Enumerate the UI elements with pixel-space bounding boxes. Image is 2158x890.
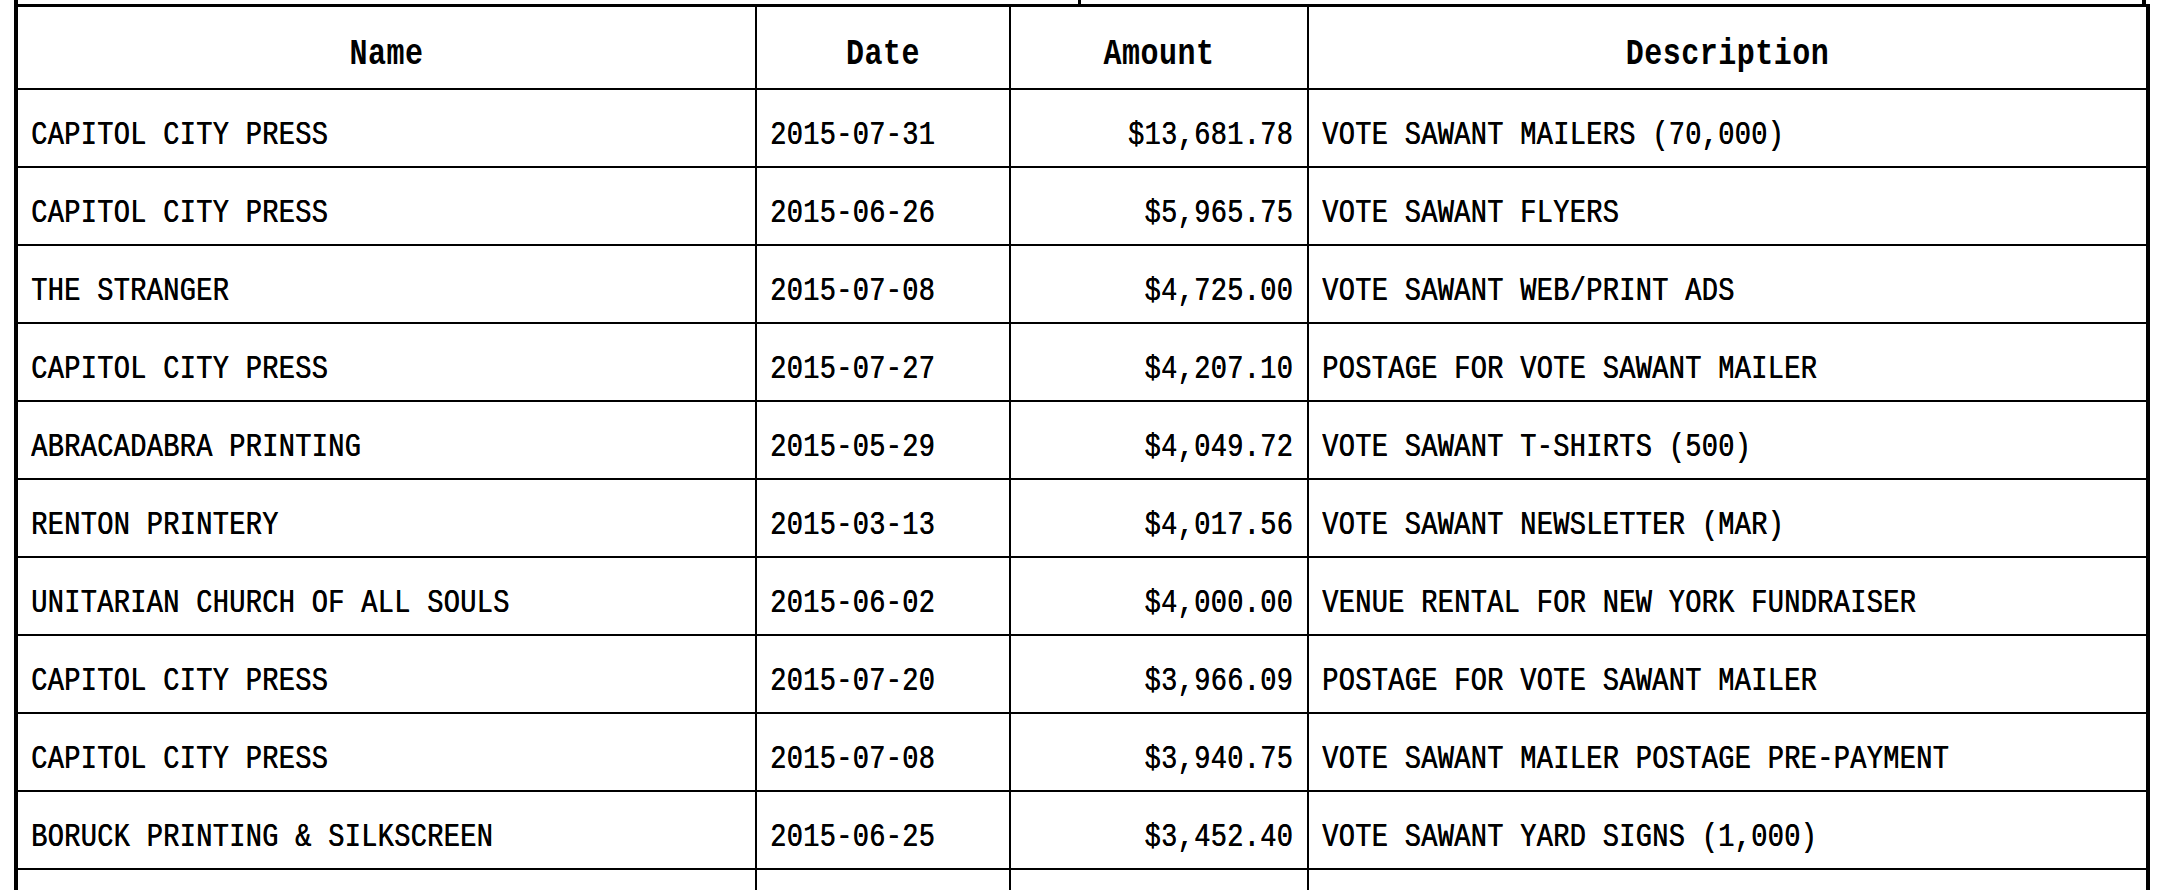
column-header-amount-label: Amount <box>1103 37 1214 73</box>
cell-amount: $4,725.00 <box>1010 245 1308 323</box>
partial-cutoff-row <box>16 869 2148 890</box>
table-row: RENTON PRINTERY 2015-03-13 $4,017.56 VOT… <box>16 479 2148 557</box>
cell-date: 2015-06-02 <box>756 557 1010 635</box>
expenditures-table: Name Date Amount Description CAPITOL CIT… <box>14 4 2150 890</box>
cell-amount: $5,965.75 <box>1010 167 1308 245</box>
cell-date: 2015-05-29 <box>756 401 1010 479</box>
cell-amount: $3,940.75 <box>1010 713 1308 791</box>
cell-date: 2015-07-31 <box>756 89 1010 167</box>
column-header-date: Date <box>756 6 1010 89</box>
cell-amount: $13,681.78 <box>1010 89 1308 167</box>
cell-amount: $4,049.72 <box>1010 401 1308 479</box>
cell-description: VOTE SAWANT MAILER POSTAGE PRE-PAYMENT <box>1308 713 2148 791</box>
table-row: CAPITOL CITY PRESS 2015-07-20 $3,966.09 … <box>16 635 2148 713</box>
cell-date: 2015-03-13 <box>756 479 1010 557</box>
column-header-name-label: Name <box>349 37 423 73</box>
table-row: ABRACADABRA PRINTING 2015-05-29 $4,049.7… <box>16 401 2148 479</box>
cell-date <box>756 869 1010 890</box>
table-body: CAPITOL CITY PRESS 2015-07-31 $13,681.78… <box>16 89 2148 890</box>
table-row: CAPITOL CITY PRESS 2015-06-26 $5,965.75 … <box>16 167 2148 245</box>
cell-name: CAPITOL CITY PRESS <box>16 635 756 713</box>
cell-date: 2015-06-26 <box>756 167 1010 245</box>
cell-name: RENTON PRINTERY <box>16 479 756 557</box>
table-row: CAPITOL CITY PRESS 2015-07-08 $3,940.75 … <box>16 713 2148 791</box>
cell-name <box>16 869 756 890</box>
column-header-name: Name <box>16 6 756 89</box>
cell-amount <box>1010 869 1308 890</box>
cell-amount: $3,966.09 <box>1010 635 1308 713</box>
cell-amount: $4,207.10 <box>1010 323 1308 401</box>
cell-description: POSTAGE FOR VOTE SAWANT MAILER <box>1308 323 2148 401</box>
cell-date: 2015-06-25 <box>756 791 1010 869</box>
cell-description: VOTE SAWANT MAILERS (70,000) <box>1308 89 2148 167</box>
cell-amount: $3,452.40 <box>1010 791 1308 869</box>
table-row: BORUCK PRINTING & SILKSCREEN 2015-06-25 … <box>16 791 2148 869</box>
cell-amount: $4,017.56 <box>1010 479 1308 557</box>
cell-date: 2015-07-08 <box>756 245 1010 323</box>
table-header: Name Date Amount Description <box>16 6 2148 89</box>
cell-description <box>1308 869 2148 890</box>
cell-description: VOTE SAWANT WEB/PRINT ADS <box>1308 245 2148 323</box>
column-header-date-label: Date <box>846 37 920 73</box>
column-header-amount: Amount <box>1010 6 1308 89</box>
cell-name: CAPITOL CITY PRESS <box>16 713 756 791</box>
column-header-description: Description <box>1308 6 2148 89</box>
cell-name: THE STRANGER <box>16 245 756 323</box>
cell-name: UNITARIAN CHURCH OF ALL SOULS <box>16 557 756 635</box>
cell-date: 2015-07-20 <box>756 635 1010 713</box>
column-header-description-label: Description <box>1626 37 1830 73</box>
cell-name: BORUCK PRINTING & SILKSCREEN <box>16 791 756 869</box>
cell-amount: $4,000.00 <box>1010 557 1308 635</box>
cell-description: VOTE SAWANT T-SHIRTS (500) <box>1308 401 2148 479</box>
cell-name: CAPITOL CITY PRESS <box>16 167 756 245</box>
table-row: THE STRANGER 2015-07-08 $4,725.00 VOTE S… <box>16 245 2148 323</box>
table-row: CAPITOL CITY PRESS 2015-07-31 $13,681.78… <box>16 89 2148 167</box>
cell-date: 2015-07-08 <box>756 713 1010 791</box>
cell-date: 2015-07-27 <box>756 323 1010 401</box>
cell-description: VOTE SAWANT FLYERS <box>1308 167 2148 245</box>
header-row: Name Date Amount Description <box>16 6 2148 89</box>
cell-description: VENUE RENTAL FOR NEW YORK FUNDRAISER <box>1308 557 2148 635</box>
cell-description: POSTAGE FOR VOTE SAWANT MAILER <box>1308 635 2148 713</box>
cell-description: VOTE SAWANT NEWSLETTER (MAR) <box>1308 479 2148 557</box>
cell-name: ABRACADABRA PRINTING <box>16 401 756 479</box>
cell-name: CAPITOL CITY PRESS <box>16 89 756 167</box>
cell-name: CAPITOL CITY PRESS <box>16 323 756 401</box>
expenditures-table-container: Name Date Amount Description CAPITOL CIT… <box>14 4 2150 890</box>
document-page: Name Date Amount Description CAPITOL CIT… <box>0 0 2158 890</box>
table-row: UNITARIAN CHURCH OF ALL SOULS 2015-06-02… <box>16 557 2148 635</box>
cell-description: VOTE SAWANT YARD SIGNS (1,000) <box>1308 791 2148 869</box>
table-row: CAPITOL CITY PRESS 2015-07-27 $4,207.10 … <box>16 323 2148 401</box>
